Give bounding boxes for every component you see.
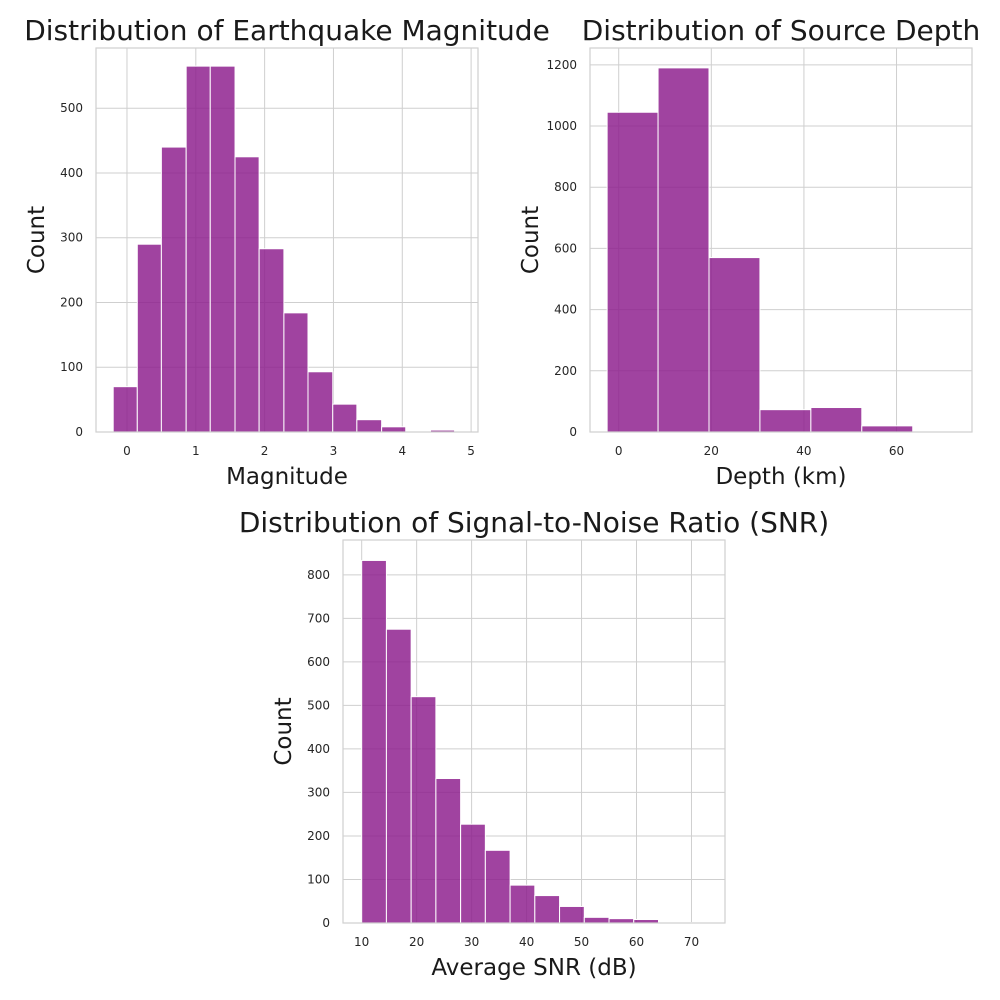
- y-tick-label: 400: [554, 303, 577, 317]
- y-tick-label: 200: [554, 364, 577, 378]
- y-tick-label: 400: [60, 166, 83, 180]
- histogram-bar: [509, 884, 536, 924]
- y-tick-label: 1200: [546, 58, 577, 72]
- y-tick-label: 0: [569, 425, 577, 439]
- histogram-bar: [657, 67, 710, 433]
- x-tick-label: 20: [704, 444, 719, 458]
- x-tick-label: 60: [889, 444, 904, 458]
- x-tick-label: 0: [615, 444, 623, 458]
- x-tick-label: 40: [796, 444, 811, 458]
- x-axis-label: Average SNR (dB): [431, 955, 636, 981]
- y-tick-label: 800: [307, 568, 330, 582]
- x-tick-label: 20: [409, 935, 424, 949]
- x-tick-label: 40: [519, 935, 534, 949]
- histogram-bar: [861, 425, 914, 433]
- x-tick-label: 70: [684, 935, 699, 949]
- histogram-bar: [484, 849, 511, 924]
- axes-frame: [95, 47, 479, 433]
- histogram-bar: [356, 419, 383, 433]
- histogram-bar: [708, 257, 761, 433]
- y-tick-label: 600: [554, 241, 577, 255]
- histogram-bar: [361, 559, 387, 924]
- histogram-bar: [258, 248, 285, 433]
- histogram-bar: [410, 696, 437, 924]
- histogram-bar: [759, 409, 812, 433]
- y-tick-label: 700: [307, 611, 330, 625]
- histogram-bar: [283, 312, 309, 433]
- x-tick-label: 50: [574, 935, 589, 949]
- chart-title: Distribution of Signal-to-Noise Ratio (S…: [239, 506, 829, 539]
- y-tick-label: 500: [307, 698, 330, 712]
- y-tick-label: 0: [75, 425, 83, 439]
- y-tick-label: 300: [60, 231, 83, 245]
- x-tick-label: 1: [192, 444, 200, 458]
- y-tick-label: 600: [307, 655, 330, 669]
- y-tick-label: 1000: [546, 119, 577, 133]
- axes-frame: [342, 539, 726, 924]
- histogram-bar: [559, 905, 585, 924]
- x-tick-label: 4: [398, 444, 406, 458]
- y-axis-label: Count: [24, 206, 50, 274]
- y-axis-label: Count: [518, 206, 544, 274]
- histogram-bar: [209, 65, 236, 433]
- x-tick-label: 30: [464, 935, 479, 949]
- y-tick-label: 100: [307, 872, 330, 886]
- chart-3: 10 20 30 40 50 60 700100200300400500600700800D…: [239, 506, 829, 981]
- histogram-bar: [810, 407, 863, 433]
- x-axis-label: Magnitude: [226, 464, 348, 490]
- y-tick-label: 100: [60, 360, 83, 374]
- histogram-bar: [112, 386, 138, 433]
- x-tick-label: 3: [330, 444, 338, 458]
- x-tick-label: 10: [354, 935, 369, 949]
- histogram-bar: [160, 146, 187, 433]
- y-tick-label: 300: [307, 785, 330, 799]
- x-tick-label: 2: [261, 444, 269, 458]
- y-tick-label: 500: [60, 101, 83, 115]
- histogram-bar: [435, 778, 462, 924]
- x-tick-label: 0: [123, 444, 131, 458]
- histogram-bar: [381, 426, 407, 433]
- histogram-bar: [534, 895, 561, 924]
- y-tick-label: 400: [307, 742, 330, 756]
- histogram-bar: [608, 918, 635, 924]
- y-tick-label: 200: [307, 829, 330, 843]
- histogram-bar: [307, 371, 334, 433]
- chart-title: Distribution of Earthquake Magnitude: [24, 14, 550, 47]
- histogram-bar: [385, 628, 412, 924]
- histogram-bar: [583, 916, 610, 924]
- chart-title: Distribution of Source Depth: [582, 14, 981, 47]
- histogram-bar: [185, 65, 211, 433]
- x-tick-label: 60: [629, 935, 644, 949]
- y-tick-label: 0: [322, 916, 330, 930]
- histogram-bar: [136, 243, 162, 433]
- chart-1: 0 1 2 3 4 5 0 100 200 300 400 500 Distribution of Ea…: [24, 14, 550, 490]
- axes-frame: [589, 47, 973, 433]
- histogram-bar: [460, 823, 486, 924]
- y-tick-label: 800: [554, 180, 577, 194]
- x-tick-label: 5: [467, 444, 475, 458]
- histogram-bar: [606, 111, 659, 433]
- chart-2: 0 20 40 60020040060080010001200Distribution…: [518, 14, 980, 490]
- histogram-bar: [332, 403, 358, 433]
- y-tick-label: 200: [60, 295, 83, 309]
- histogram-bar: [234, 156, 260, 433]
- y-axis-label: Count: [271, 697, 297, 765]
- x-axis-label: Depth (km): [715, 464, 846, 490]
